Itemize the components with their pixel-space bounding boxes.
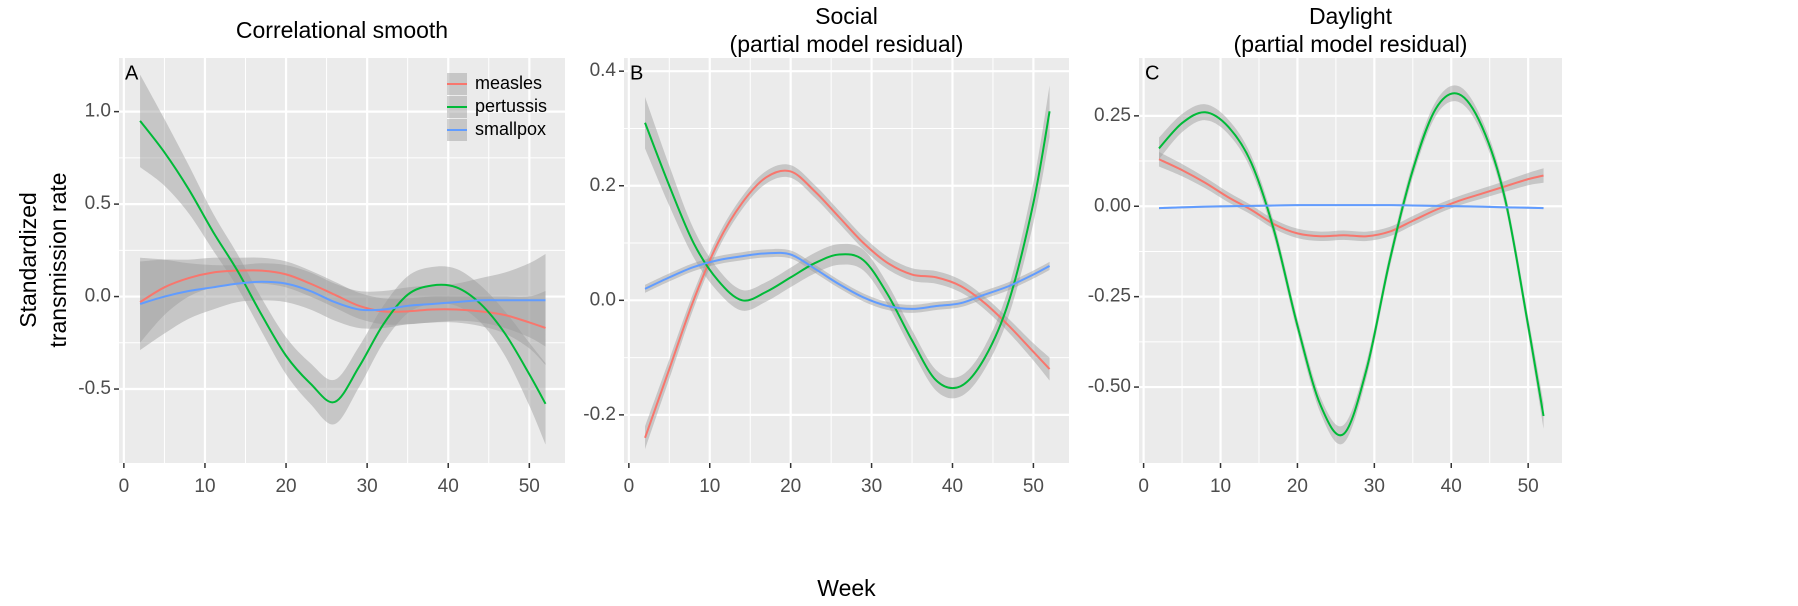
confidence-band xyxy=(140,257,546,365)
legend-label: pertussis xyxy=(475,96,547,116)
y-tick-label: 1.0 xyxy=(85,101,111,122)
panel-label: B xyxy=(630,62,643,84)
y-tick-label: -0.25 xyxy=(1088,286,1131,307)
series-line xyxy=(644,111,1051,390)
panel-label: A xyxy=(125,62,139,84)
confidence-band xyxy=(140,74,546,445)
series-line xyxy=(644,169,1051,439)
y-tick-label: 0.2 xyxy=(590,175,616,196)
x-tick-label: 40 xyxy=(942,476,963,497)
panel-label: C xyxy=(1145,62,1159,84)
chart-title: (partial model residual) xyxy=(730,31,964,57)
x-tick-label: 20 xyxy=(1287,476,1308,497)
y-tick-label: 0.00 xyxy=(1094,195,1131,216)
panel-background xyxy=(1139,58,1562,463)
series-line xyxy=(1158,92,1545,437)
y-axis-title: Standardized xyxy=(15,192,41,328)
x-tick-label: 20 xyxy=(275,476,296,497)
x-tick-label: 0 xyxy=(119,476,130,497)
x-tick-label: 40 xyxy=(438,476,459,497)
chart-title: (partial model residual) xyxy=(1234,31,1468,57)
series-line xyxy=(1158,158,1544,238)
legend-label: measles xyxy=(475,73,542,93)
panel xyxy=(119,58,565,463)
series-line xyxy=(139,280,546,312)
chart-title: Daylight xyxy=(1309,3,1393,29)
x-tick-label: 50 xyxy=(1023,476,1044,497)
confidence-band xyxy=(645,164,1050,450)
x-tick-label: 30 xyxy=(1364,476,1385,497)
x-tick-label: 10 xyxy=(194,476,215,497)
y-tick-label: -0.5 xyxy=(78,378,111,399)
x-tick-label: 30 xyxy=(357,476,378,497)
panel-background xyxy=(624,58,1069,463)
chart-title: Social xyxy=(815,3,878,29)
x-tick-label: 40 xyxy=(1441,476,1462,497)
y-tick-label: 0.0 xyxy=(85,286,111,307)
panel xyxy=(624,58,1069,463)
x-tick-label: 0 xyxy=(624,476,635,497)
chart-title: Correlational smooth xyxy=(236,17,448,43)
x-tick-label: 10 xyxy=(1210,476,1231,497)
x-tick-label: 20 xyxy=(780,476,801,497)
y-tick-label: 0.25 xyxy=(1094,105,1131,126)
legend-label: smallpox xyxy=(475,119,546,139)
series-line xyxy=(139,120,547,405)
x-axis-title: Week xyxy=(817,575,876,601)
confidence-band xyxy=(1158,85,1544,445)
y-tick-label: 0.0 xyxy=(590,289,616,310)
y-tick-label: -0.50 xyxy=(1088,376,1131,397)
y-axis-title: transmission rate xyxy=(45,172,71,347)
y-tick-label: 0.4 xyxy=(590,60,617,81)
confidence-band xyxy=(1158,152,1544,242)
series-line xyxy=(644,251,1051,310)
y-tick-label: -0.2 xyxy=(583,404,616,425)
x-tick-label: 0 xyxy=(1138,476,1149,497)
panel xyxy=(1139,58,1562,463)
series-line xyxy=(139,269,546,329)
series-line xyxy=(1158,204,1544,210)
x-tick-label: 50 xyxy=(519,476,540,497)
x-tick-label: 10 xyxy=(699,476,720,497)
x-tick-label: 30 xyxy=(861,476,882,497)
y-tick-label: 0.5 xyxy=(85,193,111,214)
x-tick-label: 50 xyxy=(1518,476,1539,497)
